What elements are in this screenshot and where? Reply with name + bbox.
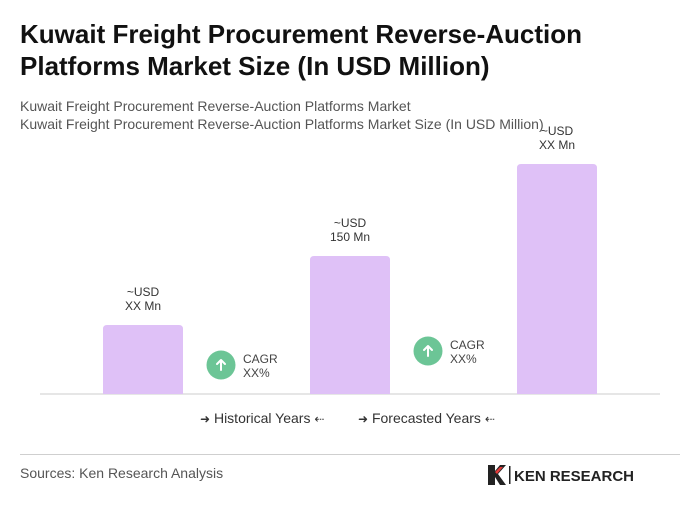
data-label: ~USD xyxy=(541,124,574,138)
bar xyxy=(310,256,390,394)
arrow-right-icon: ➜ xyxy=(358,412,369,426)
data-label: XX Mn xyxy=(539,138,575,152)
data-label: 150 Mn xyxy=(330,230,370,244)
ken-research-logo: KEN RESEARCH xyxy=(488,465,634,485)
footer-divider xyxy=(20,454,680,455)
cagr-label: CAGR xyxy=(243,352,278,366)
legend-historical-label: Historical Years xyxy=(213,410,311,426)
legend-forecasted: ➜ Forecasted Years ⇠ xyxy=(358,410,495,426)
arrow-right-icon: ➜ xyxy=(200,412,211,426)
chart-subtitle-secondary: Kuwait Freight Procurement Reverse-Aucti… xyxy=(20,116,544,132)
arrow-up-icon xyxy=(423,345,433,357)
data-label: ~USD xyxy=(334,216,367,230)
chart-subtitle: Kuwait Freight Procurement Reverse-Aucti… xyxy=(20,98,411,114)
arrow-left-icon: ⇠ xyxy=(314,412,325,426)
cagr-value: XX% xyxy=(450,352,477,366)
bar xyxy=(103,325,183,394)
legend-historical: ➜ Historical Years ⇠ xyxy=(200,410,324,426)
chart-title: Kuwait Freight Procurement Reverse-Aucti… xyxy=(20,19,582,81)
arrow-left-icon: ⇠ xyxy=(484,412,495,426)
logo-text: KEN RESEARCH xyxy=(514,468,634,485)
cagr-label: CAGR xyxy=(450,338,485,352)
cagr-value: XX% xyxy=(243,366,270,380)
sources-text: Sources: Ken Research Analysis xyxy=(20,465,224,481)
data-label: XX Mn xyxy=(125,299,161,313)
data-label: ~USD xyxy=(127,285,160,299)
bar xyxy=(517,164,597,394)
arrow-up-icon xyxy=(216,359,226,371)
legend-forecasted-label: Forecasted Years xyxy=(371,410,481,426)
